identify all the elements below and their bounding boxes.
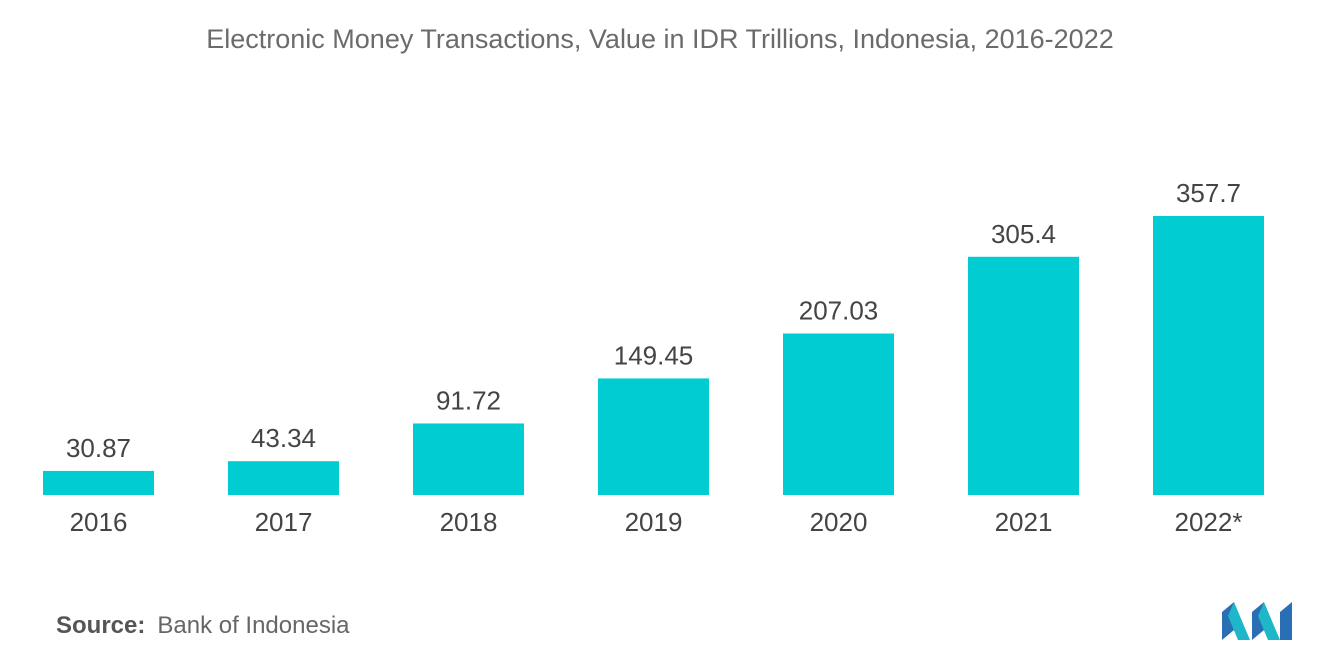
chart-title: Electronic Money Transactions, Value in … [206, 24, 1114, 54]
category-label-2022*: 2022* [1175, 507, 1243, 537]
bar-2018 [413, 423, 524, 495]
source-label: Source: [56, 612, 146, 639]
value-label-2019: 149.45 [614, 340, 694, 370]
bar-2021 [968, 256, 1079, 495]
bar-2022* [1153, 216, 1264, 495]
category-label-2018: 2018 [440, 507, 498, 537]
mordor-intelligence-logo-icon [1222, 602, 1292, 640]
bar-2019 [598, 378, 709, 495]
value-label-2017: 43.34 [251, 423, 316, 453]
category-label-2019: 2019 [625, 507, 683, 537]
value-label-2018: 91.72 [436, 385, 501, 415]
bar-2020 [783, 333, 894, 495]
value-label-2020: 207.03 [799, 296, 879, 326]
source-note: Source: Bank of Indonesia [56, 612, 350, 640]
category-label-2016: 2016 [70, 507, 128, 537]
category-label-2017: 2017 [255, 507, 313, 537]
value-label-2016: 30.87 [66, 433, 131, 463]
value-label-2022*: 357.7 [1176, 178, 1241, 208]
bar-2017 [228, 461, 339, 495]
source-text: Bank of Indonesia [157, 612, 350, 639]
bar-2016 [43, 470, 154, 495]
category-label-2020: 2020 [810, 507, 868, 537]
value-label-2021: 305.4 [991, 219, 1056, 249]
category-label-2021: 2021 [995, 507, 1053, 537]
